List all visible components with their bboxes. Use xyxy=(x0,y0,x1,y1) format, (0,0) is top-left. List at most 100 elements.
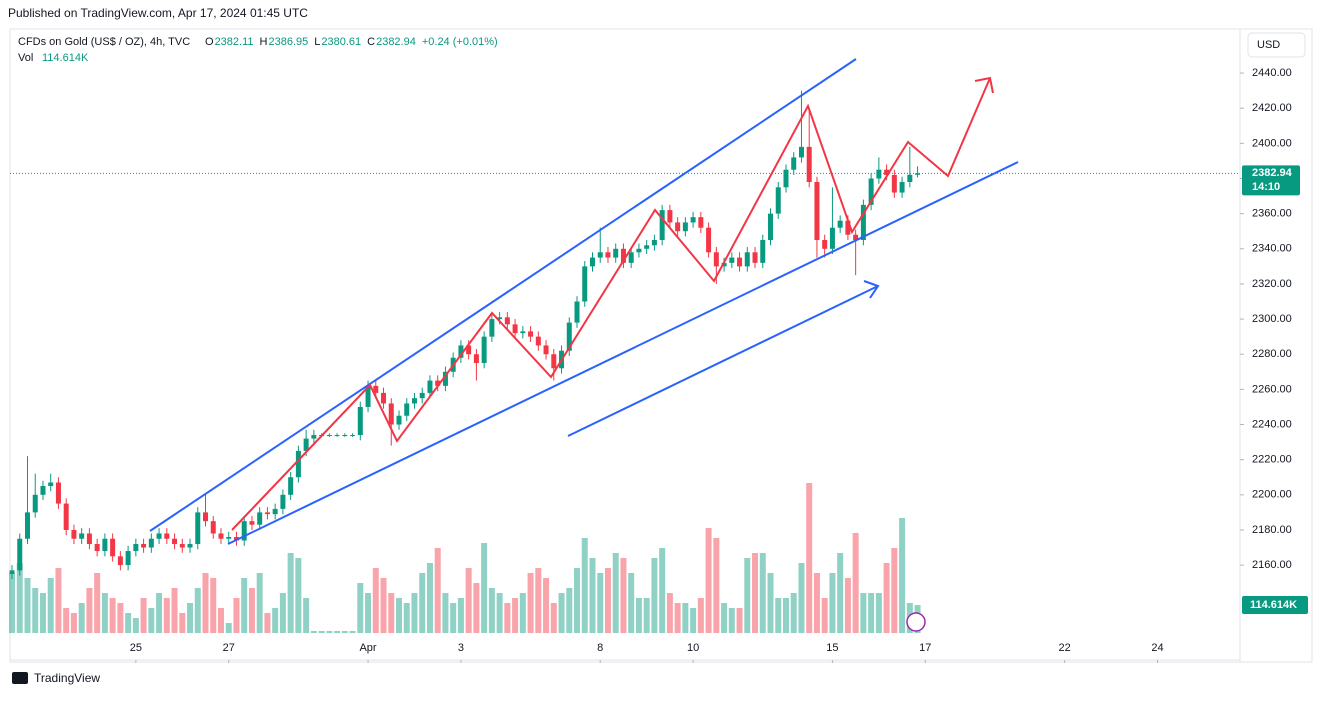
volume-bar xyxy=(140,598,147,633)
candle-body xyxy=(644,245,650,249)
candle-body xyxy=(272,508,278,515)
y-tick-label: 2160.00 xyxy=(1252,559,1292,571)
volume-bar xyxy=(117,603,124,633)
volume-bar xyxy=(790,593,797,633)
volume-bar xyxy=(419,573,426,633)
volume-bar xyxy=(9,573,16,633)
price-tag-value: 2382.94 xyxy=(1252,167,1293,179)
y-tick-label: 2180.00 xyxy=(1252,524,1292,536)
candle-body xyxy=(435,380,441,386)
candle-body xyxy=(651,240,657,246)
change: +0.24 (+0.01%) xyxy=(422,36,498,48)
volume-bar xyxy=(109,598,116,633)
y-tick-label: 2200.00 xyxy=(1252,489,1292,501)
price-tag xyxy=(1242,165,1300,196)
volume-bar xyxy=(759,553,766,633)
volume-bar xyxy=(210,578,217,633)
candle-body xyxy=(94,544,100,552)
candle-body xyxy=(63,503,69,530)
volume-bar xyxy=(256,573,263,633)
candle-body xyxy=(71,529,77,539)
volume-bar xyxy=(434,548,441,633)
y-tick-label: 2220.00 xyxy=(1252,454,1292,466)
candle-body xyxy=(597,252,603,258)
candle-body xyxy=(411,398,417,404)
candle-body xyxy=(9,570,15,574)
candle-body xyxy=(744,252,750,267)
volume-tag xyxy=(1242,596,1308,615)
candle-body xyxy=(365,385,371,407)
candle-body xyxy=(845,220,851,235)
volume-bar xyxy=(535,568,542,633)
x-tick-label: 8 xyxy=(597,642,603,654)
candle-body xyxy=(528,331,534,337)
candle-body xyxy=(806,146,812,183)
candle-body xyxy=(110,538,116,557)
volume-bar xyxy=(39,593,46,633)
candle-body xyxy=(226,536,232,539)
candle-body xyxy=(350,435,356,437)
candle-body xyxy=(203,512,209,522)
volume-bar xyxy=(310,631,317,633)
volume-bar xyxy=(55,568,62,633)
candle-body xyxy=(210,521,216,534)
candle-body xyxy=(729,257,735,263)
y-tick-label: 2340.00 xyxy=(1252,243,1292,255)
x-tick-label: 17 xyxy=(919,642,931,654)
currency-button[interactable] xyxy=(1247,32,1306,58)
volume-bar xyxy=(651,558,658,633)
candle-body xyxy=(172,538,178,545)
candle-body xyxy=(373,385,379,393)
candle-body xyxy=(419,392,425,399)
volume-bar xyxy=(620,558,627,633)
volume-bar xyxy=(798,563,805,633)
candle-body xyxy=(713,252,719,267)
candle-body xyxy=(295,450,301,478)
candle-body xyxy=(218,533,224,539)
candle-body xyxy=(891,174,897,193)
volume-bar xyxy=(457,598,464,633)
candle-body xyxy=(860,204,866,240)
volume-bar xyxy=(628,573,635,633)
volume-bar xyxy=(287,553,294,633)
candle-body xyxy=(48,482,54,487)
candle-body xyxy=(535,336,541,346)
candle-body xyxy=(442,371,448,386)
y-tick-label: 2280.00 xyxy=(1252,348,1292,360)
candle-body xyxy=(628,252,634,263)
volume-bar xyxy=(357,583,364,633)
candle-body xyxy=(791,157,797,170)
candle-body xyxy=(512,324,518,334)
volume-bar xyxy=(697,598,704,633)
volume-bar xyxy=(473,583,480,633)
volume-bar xyxy=(844,578,851,633)
volume-bar xyxy=(217,608,224,633)
volume-bar xyxy=(891,548,898,633)
y-tick-label: 2440.00 xyxy=(1252,67,1292,79)
candle-body xyxy=(675,222,681,232)
volume-bar xyxy=(635,598,642,633)
brand: TradingView xyxy=(34,671,100,685)
candle-body xyxy=(868,178,874,205)
volume-bar xyxy=(806,483,813,633)
event-icon[interactable] xyxy=(906,612,926,632)
candle-body xyxy=(582,266,588,302)
volume-bar xyxy=(899,518,906,633)
candle-body xyxy=(249,521,255,525)
ohlc-value: 2382.94 xyxy=(376,36,416,48)
volume-bar xyxy=(411,593,418,633)
candle-body xyxy=(17,538,23,571)
volume-bar xyxy=(736,608,743,633)
candle-body xyxy=(55,482,61,504)
candle-body xyxy=(458,345,464,358)
candle-body xyxy=(148,538,154,548)
volume-bar xyxy=(32,588,39,633)
candle-body xyxy=(303,438,309,451)
candle-body xyxy=(117,556,123,566)
candle-body xyxy=(187,544,193,548)
candle-body xyxy=(233,536,239,541)
candle-body xyxy=(659,210,665,240)
candle-body xyxy=(141,544,147,548)
candle-body xyxy=(264,512,270,515)
candle-body xyxy=(357,406,363,436)
